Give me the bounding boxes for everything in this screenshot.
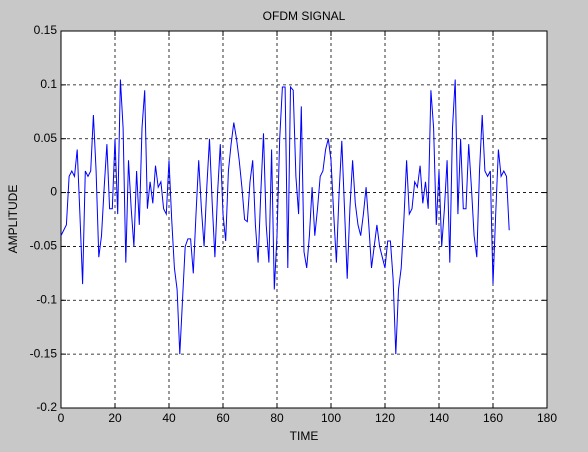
y-tick-label: 0 bbox=[50, 185, 57, 199]
y-axis-label: AMPLITUDE bbox=[6, 185, 20, 254]
y-tick-label: -0.15 bbox=[30, 346, 58, 360]
y-tick-label: -0.1 bbox=[36, 292, 57, 306]
x-tick-label: 80 bbox=[270, 411, 284, 425]
axes-box bbox=[60, 30, 548, 409]
plot-area bbox=[61, 31, 547, 408]
x-tick-label: 100 bbox=[321, 411, 341, 425]
x-tick-label: 20 bbox=[108, 411, 122, 425]
x-tick-label: 140 bbox=[429, 411, 449, 425]
y-tick-label: -0.2 bbox=[36, 400, 57, 414]
x-tick-label: 180 bbox=[537, 411, 557, 425]
y-tick-label: 0.1 bbox=[40, 77, 57, 91]
y-tick-label: 0.15 bbox=[34, 23, 58, 37]
x-tick-label: 120 bbox=[375, 411, 395, 425]
signal-line bbox=[60, 79, 510, 355]
x-tick-label: 160 bbox=[483, 411, 503, 425]
y-tick-label: -0.05 bbox=[30, 239, 58, 253]
x-tick-label: 0 bbox=[58, 411, 65, 425]
x-axis-label: TIME bbox=[290, 429, 319, 443]
x-tick-label: 60 bbox=[216, 411, 230, 425]
x-tick-label: 40 bbox=[162, 411, 176, 425]
chart-title: OFDM SIGNAL bbox=[263, 9, 346, 23]
y-tick-label: 0.05 bbox=[34, 131, 58, 145]
